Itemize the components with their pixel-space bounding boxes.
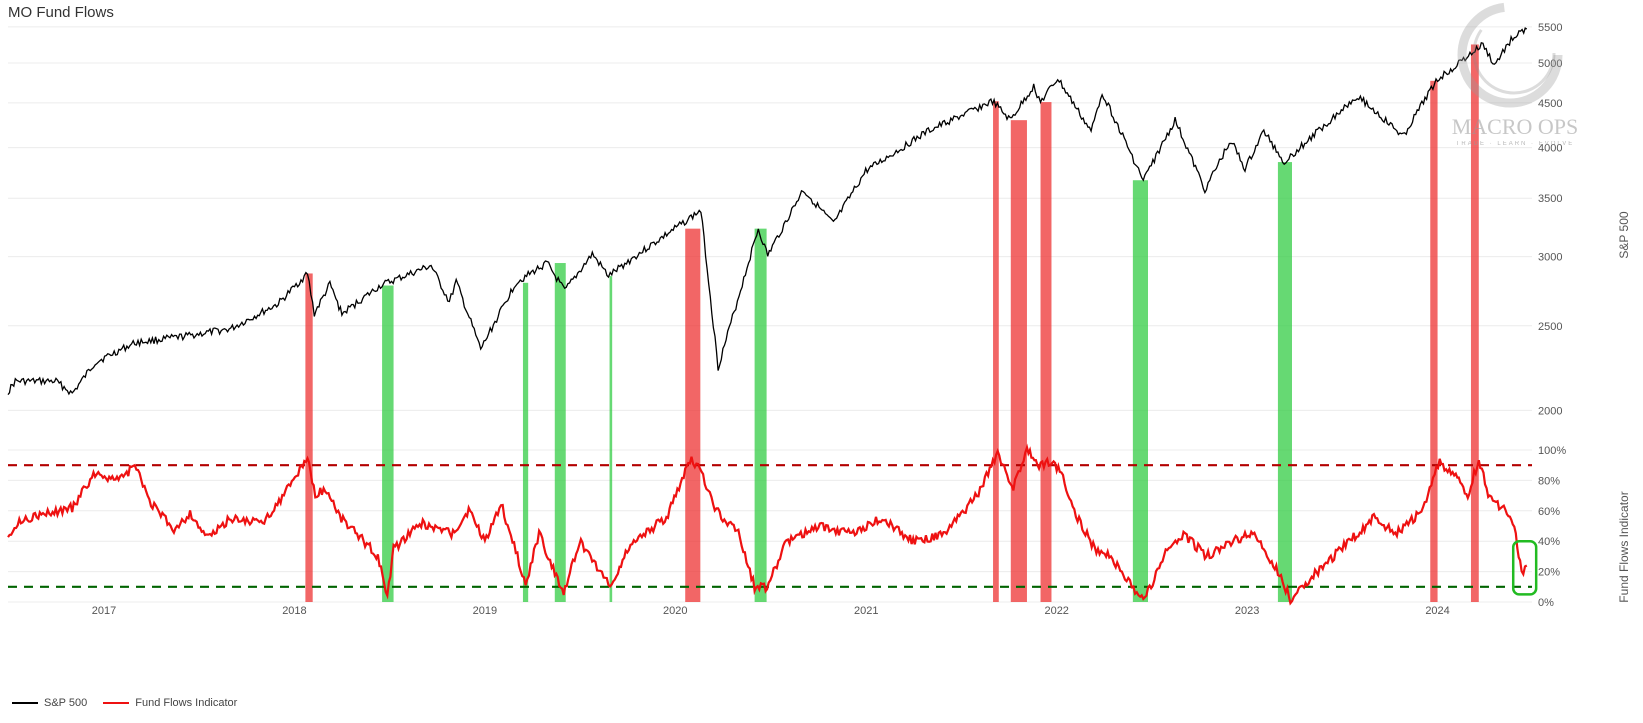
sell-signal-band bbox=[1010, 120, 1027, 603]
buy-signal-band bbox=[382, 285, 394, 602]
x-tick-label: 2018 bbox=[282, 605, 306, 617]
x-tick-label: 2017 bbox=[92, 605, 116, 617]
sell-signal-band bbox=[1430, 80, 1438, 602]
sp500-axis-title: S&P 500 bbox=[1617, 211, 1631, 258]
buy-signal-band bbox=[754, 228, 767, 603]
sp500-series-line bbox=[7, 27, 1528, 396]
sell-signal-band bbox=[1040, 102, 1052, 602]
flows-axis-title: Fund Flows Indicator bbox=[1617, 491, 1631, 602]
x-tick-label: 2019 bbox=[473, 605, 497, 617]
x-axis-tick-labels: 2017 2018 2019 2020 2021 2022 2023 2024 bbox=[92, 605, 1450, 617]
sp500-tick-label: 5000 bbox=[1538, 58, 1562, 70]
legend-label-fund-flows: Fund Flows Indicator bbox=[135, 697, 238, 709]
signal-bands bbox=[305, 44, 1479, 603]
sell-signal-band bbox=[685, 228, 701, 603]
buy-signal-band bbox=[1132, 180, 1148, 602]
flows-tick-label: 0% bbox=[1538, 597, 1554, 609]
buy-signal-band bbox=[1277, 162, 1292, 602]
chart-title: MO Fund Flows bbox=[8, 4, 114, 21]
macro-ops-logo: MACRO OPS TRADE · LEARN · EVOLVE bbox=[1452, 2, 1579, 147]
x-tick-label: 2021 bbox=[854, 605, 878, 617]
sp500-tick-label: 3000 bbox=[1538, 252, 1562, 264]
buy-signal-band bbox=[522, 282, 529, 602]
threshold-lines bbox=[8, 464, 1532, 588]
logo-name: MACRO OPS bbox=[1452, 114, 1579, 139]
latest-reading-highlight-box bbox=[1511, 539, 1538, 596]
x-tick-label: 2023 bbox=[1235, 605, 1259, 617]
x-tick-label: 2024 bbox=[1425, 605, 1449, 617]
legend-key-sp500 bbox=[12, 702, 38, 704]
sp500-tick-labels: 2000 2500 3000 3500 4000 4500 5000 5500 bbox=[1538, 22, 1562, 418]
sp500-tick-label: 2500 bbox=[1538, 321, 1562, 333]
sp500-tick-label: 2000 bbox=[1538, 405, 1562, 417]
sp500-tick-label: 5500 bbox=[1538, 22, 1562, 34]
flows-tick-label: 60% bbox=[1538, 506, 1560, 518]
flows-tick-label: 80% bbox=[1538, 475, 1560, 487]
legend-key-fund-flows bbox=[103, 702, 130, 704]
flows-tick-label: 100% bbox=[1538, 445, 1566, 457]
sell-signal-band bbox=[305, 273, 313, 602]
legend-label-sp500: S&P 500 bbox=[44, 697, 88, 709]
fund-flows-series-line bbox=[7, 443, 1528, 606]
flows-tick-labels: 0% 20% 40% 60% 80% 100% bbox=[1538, 445, 1566, 609]
sp500-tick-label: 4500 bbox=[1538, 98, 1562, 110]
flows-tick-label: 40% bbox=[1538, 536, 1560, 548]
sell-signal-band bbox=[1470, 44, 1479, 602]
x-tick-label: 2022 bbox=[1044, 605, 1068, 617]
legend: S&P 500 Fund Flows Indicator bbox=[12, 697, 237, 709]
flows-tick-label: 20% bbox=[1538, 567, 1560, 579]
x-tick-label: 2020 bbox=[663, 605, 687, 617]
brush-circle-icon bbox=[1457, 2, 1563, 108]
buy-signal-band bbox=[554, 263, 566, 602]
sp500-tick-label: 4000 bbox=[1538, 143, 1562, 155]
buy-signal-band bbox=[609, 276, 613, 602]
sp500-tick-label: 3500 bbox=[1538, 193, 1562, 205]
logo-tagline: TRADE · LEARN · EVOLVE bbox=[1456, 141, 1575, 147]
sell-signal-band bbox=[993, 101, 999, 603]
sp500-gridlines bbox=[8, 26, 1532, 411]
